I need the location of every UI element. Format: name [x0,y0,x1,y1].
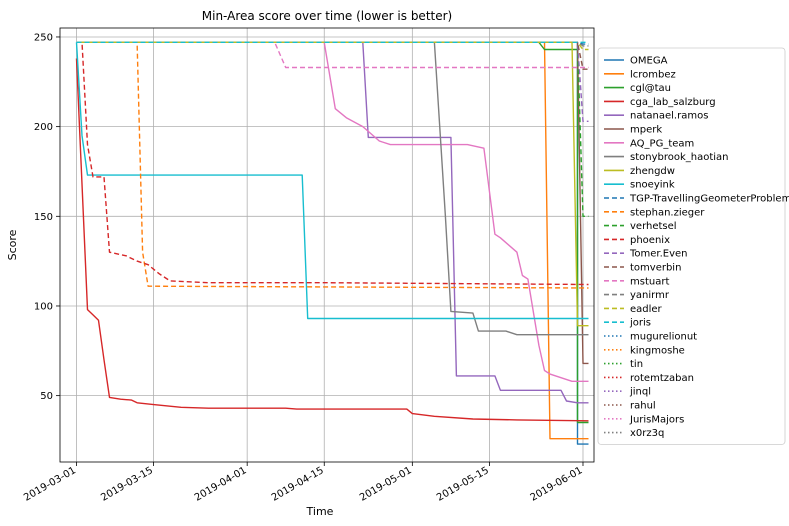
legend-entry: mstuart [630,276,669,287]
series-line-natanael-ramos [76,41,589,404]
legend-entry: lcrombez [630,69,676,80]
legend-entry: jinql [629,387,651,398]
series-line-phoenix [76,41,589,286]
legend-entry: rotemtzaban [630,373,694,384]
x-tick-label: 2019-04-01 [193,465,249,504]
chart-title: Min-Area score over time (lower is bette… [202,9,452,23]
y-tick-label: 100 [34,301,53,312]
y-tick-label: 50 [40,391,53,402]
y-tick-label: 150 [34,212,53,223]
legend-entry: eadler [630,304,663,315]
series-layer [75,41,589,445]
x-tick-label: 2019-05-01 [358,465,414,504]
legend-entry: mperk [630,125,662,136]
legend-entry: joris [629,318,651,329]
plot-area [60,28,594,462]
x-tick-label: 2019-03-01 [22,465,78,504]
legend-entry: natanael.ramos [630,111,708,122]
axes [56,27,595,466]
x-tick-label: 2019-05-15 [435,465,491,504]
x-axis-label: Time [306,505,334,518]
y-axis-label: Score [6,229,19,260]
legend: OMEGA lcrombez cgl@tau cga_lab_salzburgnata… [597,47,789,445]
series-line-cga-lab-salzburg [75,58,589,422]
plot-frame [59,27,595,463]
legend-entry: rahul [630,401,656,412]
legend-entry: tin [630,359,643,370]
legend-entry: Tomer.Even [629,249,688,260]
legend-entry: zhengdw [630,166,675,177]
legend-box [597,47,786,445]
y-tick-label: 250 [34,32,53,43]
legend-entry: tomverbin [630,263,681,274]
legend-entry: x0rz3q [630,428,664,439]
legend-entry: AQ_PG_team [630,138,694,149]
legend-entry: mugurelionut [630,332,697,343]
y-tick-label: 200 [34,122,53,133]
x-tick-label: 2019-03-15 [99,465,155,504]
legend-entry: kingmoshe [630,345,685,356]
x-tick-label: 2019-06-01 [529,465,585,504]
legend-entry: TGP-TravellingGeometerProblem [629,194,789,205]
series-line-snoeyink [75,42,589,320]
legend-entry: phoenix [630,235,670,246]
legend-entry: snoeyink [630,180,675,191]
legend-entry: stephan.zieger [630,207,705,218]
series-line-stonybrook-haotian [76,41,589,336]
gridlines [60,28,594,462]
legend-entry: JurisMajors [629,414,684,425]
series-line-aq-pg-team [76,41,589,382]
legend-entry: OMEGA [630,56,668,67]
series-line-zhengdw [76,41,589,327]
legend-entry: verhetsel [630,221,677,232]
legend-entry: stonybrook_haotian [630,152,729,163]
x-tick-label: 2019-04-15 [270,465,326,504]
legend-entry: yanirmr [630,290,670,301]
legend-entry: cga_lab_salzburg [630,97,716,108]
legend-entry: cgl@tau [630,83,671,94]
